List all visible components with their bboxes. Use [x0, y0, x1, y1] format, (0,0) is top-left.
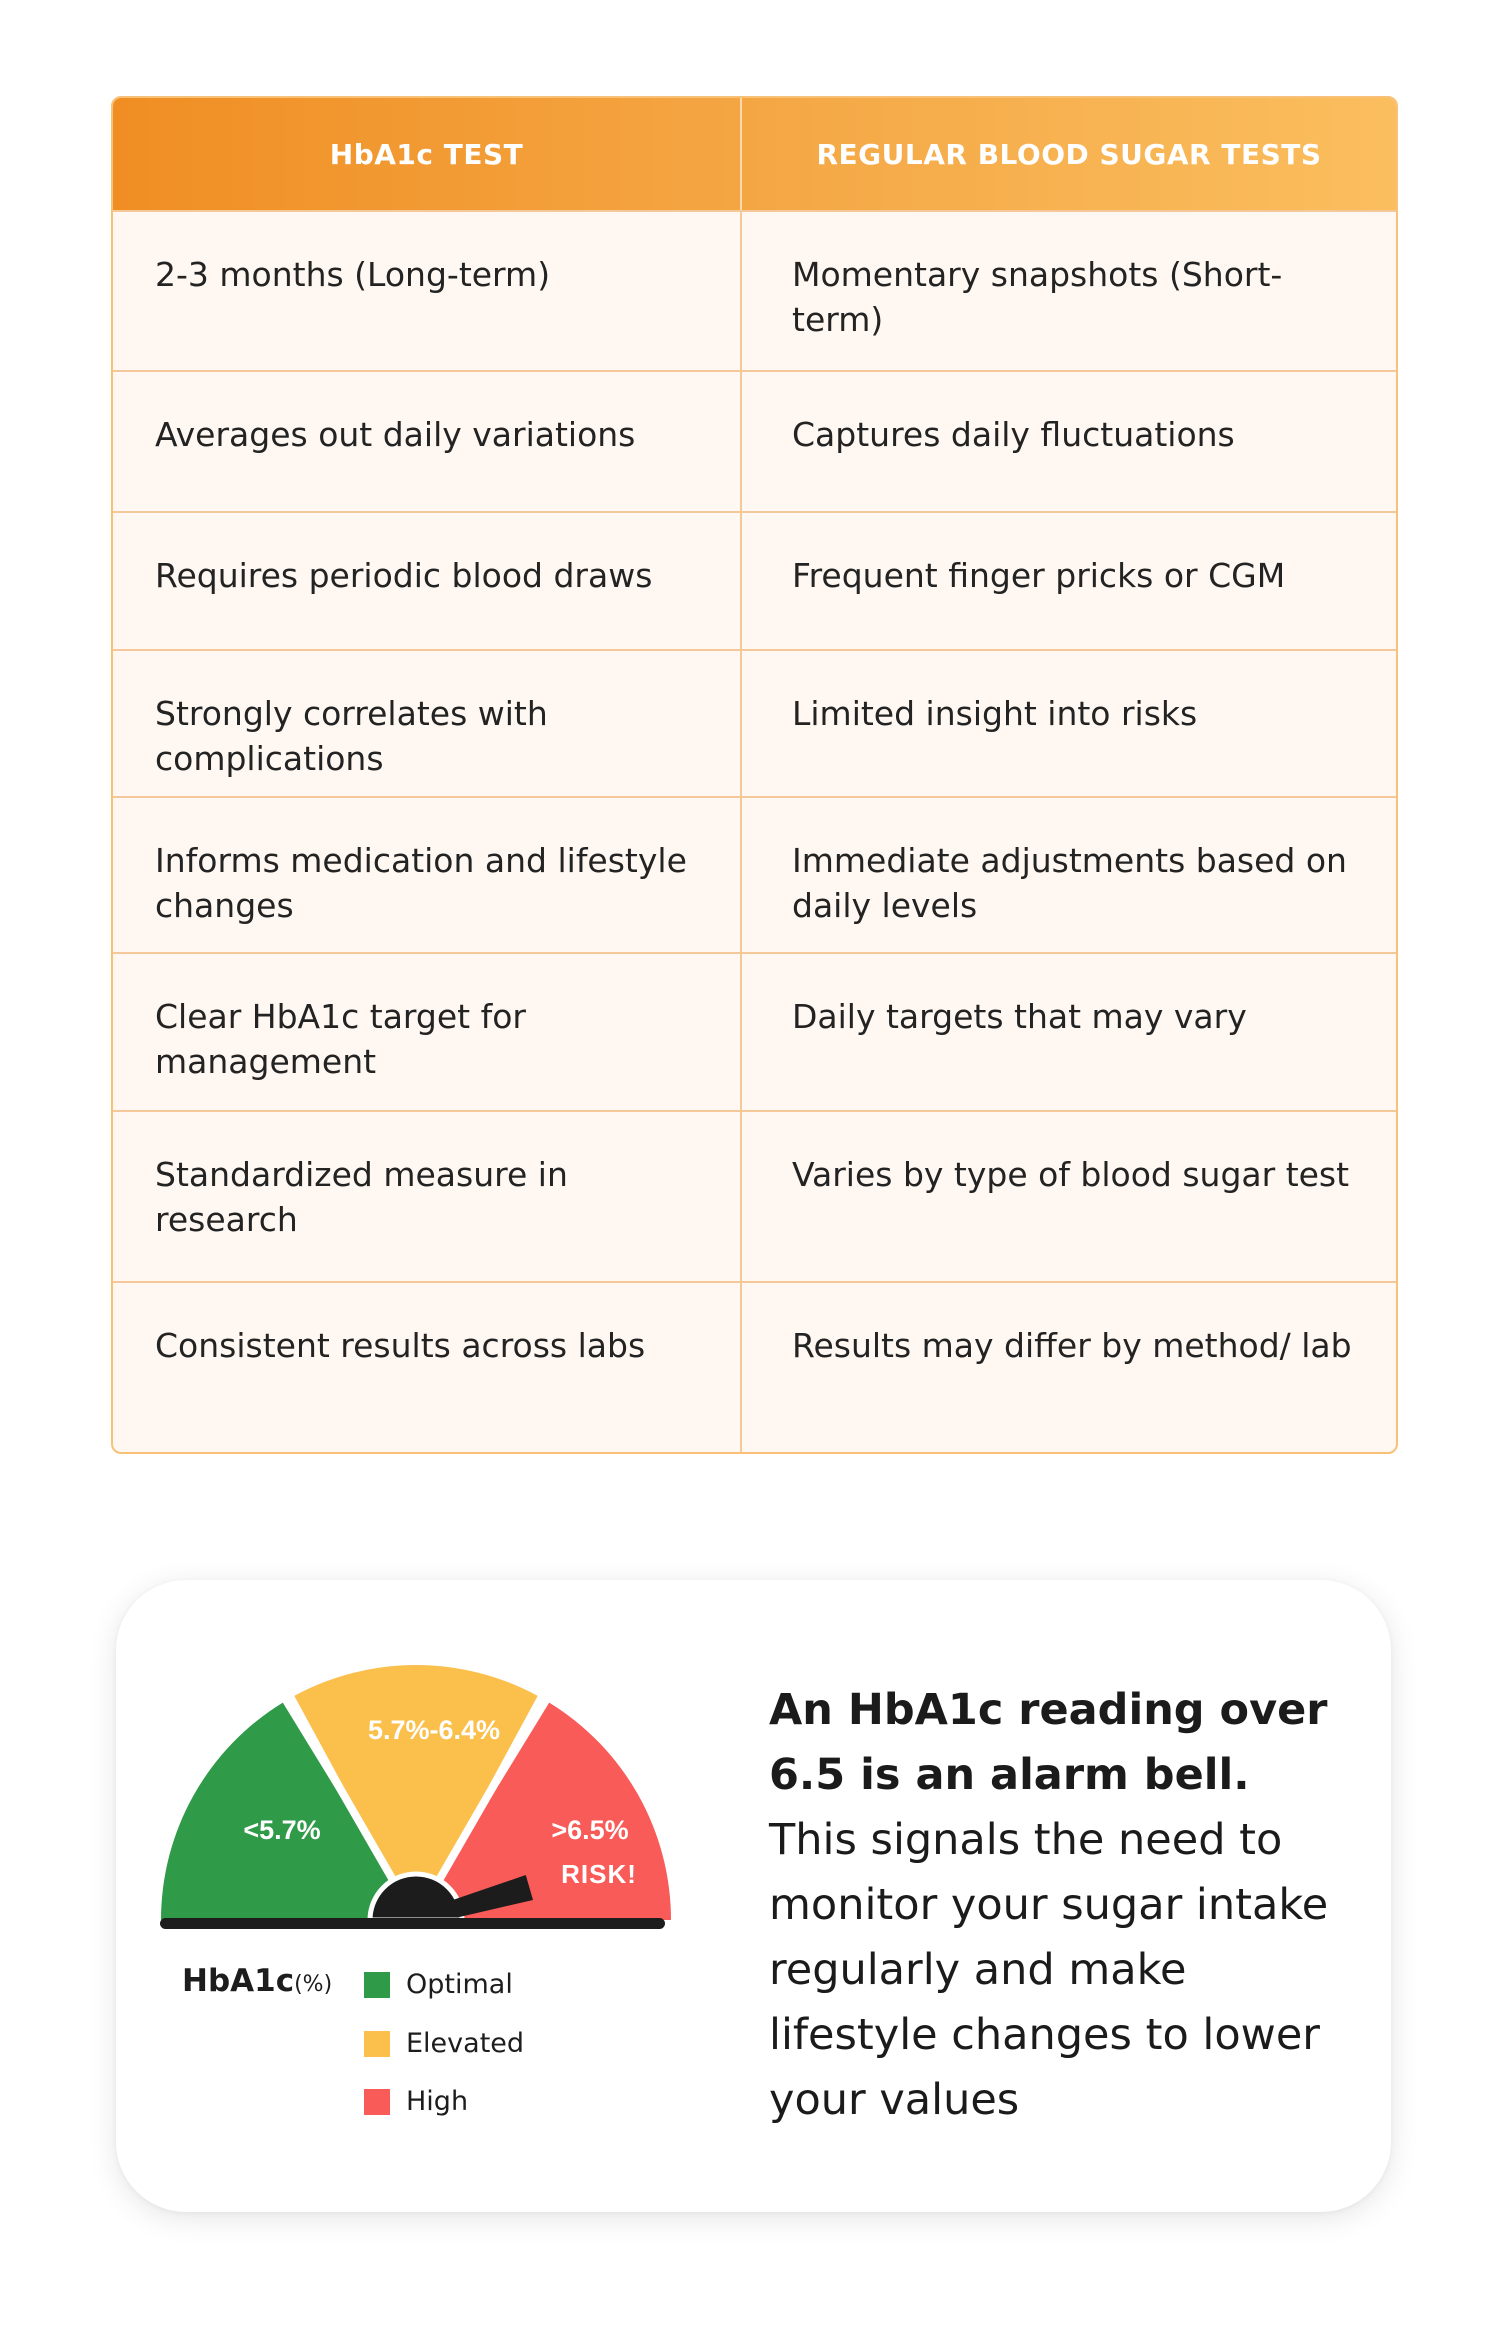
legend-unit: (%): [294, 1972, 333, 1997]
legend-title: HbA1c(%): [182, 1963, 332, 1999]
hba1c-cell: Averages out daily variations: [113, 372, 742, 511]
hba1c-cell: 2-3 months (Long-term): [113, 212, 742, 370]
header-regular-tests: REGULAR BLOOD SUGAR TESTS: [816, 137, 1322, 171]
regular-test-cell: Momentary snapshots (Short-term): [792, 255, 1283, 339]
gauge-segment-high: [416, 1702, 671, 1920]
table-row: Averages out daily variations Captures d…: [113, 370, 1396, 511]
hba1c-cell: Informs medication and lifestyle changes: [113, 798, 742, 952]
table-row: Strongly correlates with complications L…: [113, 649, 1396, 796]
header-hba1c-test: HbA1c TEST: [113, 98, 742, 210]
gauge-needle: [452, 1875, 533, 1918]
segment-label-high: >6.5%: [551, 1815, 628, 1845]
legend-item-optimal: Optimal: [364, 1969, 513, 2000]
legend-title-text: HbA1c: [182, 1963, 295, 1999]
legend-label-optimal: Optimal: [406, 1969, 513, 2000]
legend-item-high: High: [364, 2086, 468, 2117]
hba1c-gauge-card: <5.7% 5.7%-6.4% >6.5% RISK! HbA1c(%) Opt…: [116, 1580, 1391, 2212]
table-row: 2-3 months (Long-term) Momentary snapsho…: [113, 210, 1396, 370]
risk-label: RISK!: [561, 1859, 637, 1889]
regular-test-cell: Daily targets that may vary: [792, 997, 1247, 1036]
table-row: Requires periodic blood draws Frequent f…: [113, 511, 1396, 649]
table-row: Clear HbA1c target for management Daily …: [113, 952, 1396, 1110]
callout-body: This signals the need to monitor your su…: [769, 1815, 1329, 2125]
segment-label-optimal: <5.7%: [243, 1815, 320, 1845]
legend-label-high: High: [406, 2086, 469, 2117]
regular-test-cell: Varies by type of blood sugar test: [792, 1155, 1350, 1194]
regular-test-cell: Frequent finger pricks or CGM: [792, 556, 1286, 595]
gauge-segment-elevated: [294, 1664, 538, 1920]
hba1c-cell: Consistent results across labs: [113, 1283, 742, 1452]
hba1c-gauge: <5.7% 5.7%-6.4% >6.5% RISK!: [160, 1664, 671, 1929]
regular-test-cell: Results may differ by method/ lab: [792, 1326, 1352, 1365]
hba1c-cell: Standardized measure in research: [113, 1112, 742, 1281]
hba1c-cell: Strongly correlates with complications: [113, 651, 742, 796]
legend-item-elevated: Elevated: [364, 2028, 524, 2059]
hba1c-cell: Clear HbA1c target for management: [113, 954, 742, 1110]
table-row: Consistent results across labs Results m…: [113, 1281, 1396, 1452]
regular-test-cell: Captures daily fluctuations: [792, 415, 1235, 454]
table-header: HbA1c TEST REGULAR BLOOD SUGAR TESTS: [113, 98, 1396, 210]
legend-swatch-high: [364, 2088, 390, 2115]
table-row: Informs medication and lifestyle changes…: [113, 796, 1396, 952]
hba1c-cell: Requires periodic blood draws: [113, 513, 742, 649]
legend-swatch-elevated: [364, 2030, 390, 2057]
gauge-baseline: [160, 1918, 665, 1929]
regular-test-cell: Limited insight into risks: [792, 694, 1198, 733]
gauge-segment-optimal: [161, 1702, 416, 1920]
alarm-callout: An HbA1c reading over 6.5 is an alarm be…: [769, 1678, 1329, 2133]
legend-label-elevated: Elevated: [406, 2028, 525, 2059]
legend-swatch-optimal: [364, 1971, 390, 1998]
comparison-table: HbA1c TEST REGULAR BLOOD SUGAR TESTS 2-3…: [111, 96, 1398, 1454]
regular-test-cell: Immediate adjustments based on daily lev…: [792, 841, 1347, 925]
table-row: Standardized measure in research Varies …: [113, 1110, 1396, 1281]
callout-headline: An HbA1c reading over 6.5 is an alarm be…: [769, 1685, 1328, 1800]
segment-label-elevated: 5.7%-6.4%: [368, 1715, 500, 1745]
